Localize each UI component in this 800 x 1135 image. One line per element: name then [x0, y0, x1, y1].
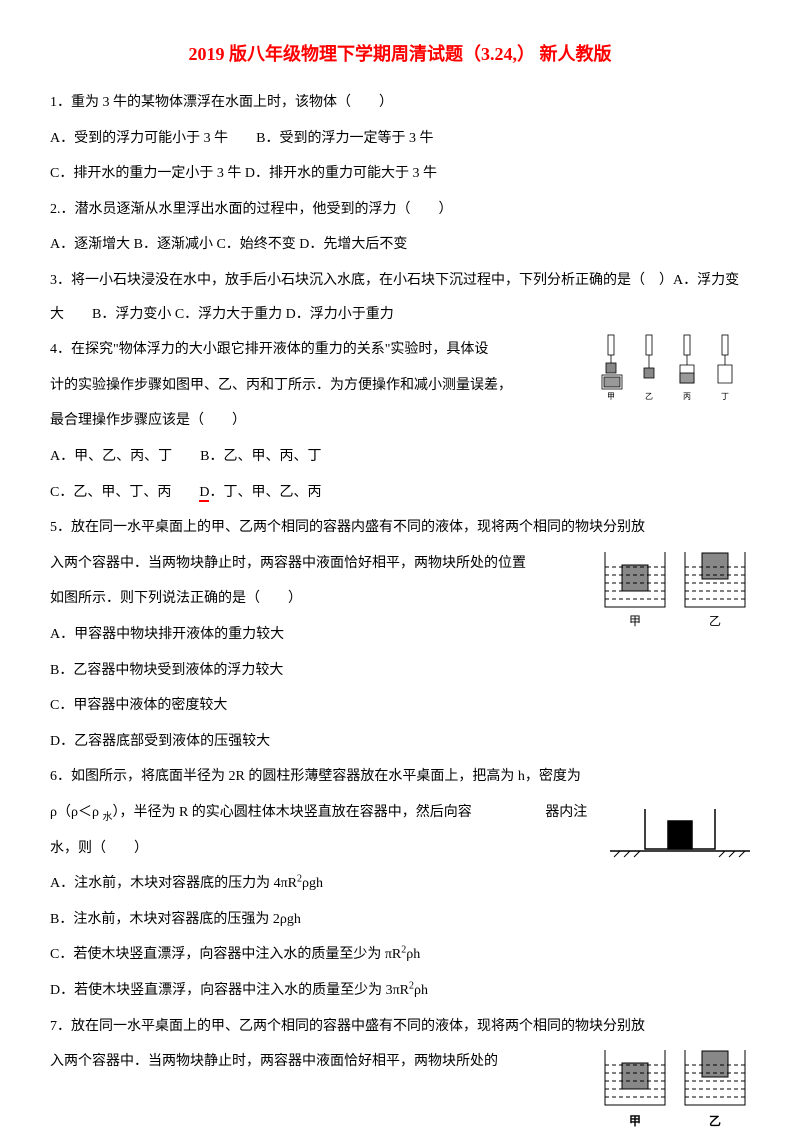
q5-optd: D．乙容器底部受到液体的压强较大 — [50, 725, 750, 759]
q6-figure — [610, 801, 750, 861]
q6-optc: C．若使木块竖直漂浮，向容器中注入水的质量至少为 πR2ρh — [50, 938, 750, 972]
svg-text:乙: 乙 — [709, 1114, 721, 1128]
q1-stem: 1．重为 3 牛的某物体漂浮在水面上时，该物体（ ） — [50, 86, 750, 120]
q7-figure: 甲 乙 — [600, 1045, 750, 1135]
q4-optc: C．乙、甲、丁、丙 — [50, 485, 199, 500]
q6-optd: D．若使木块竖直漂浮，向容器中注入水的质量至少为 3πR2ρh — [50, 974, 750, 1008]
q6-line1: 6．如图所示，将底面半径为 2R 的圆柱形薄壁容器放在水平桌面上，把高为 h，密… — [50, 760, 750, 794]
q4-optd-rest: ．丁、甲、乙、丙 — [209, 485, 321, 500]
q2-stem: 2.．潜水员逐渐从水里浮出水面的过程中，他受到的浮力（ ） — [50, 193, 750, 227]
svg-text:甲: 甲 — [629, 614, 641, 628]
svg-text:乙: 乙 — [645, 392, 653, 401]
svg-text:乙: 乙 — [709, 614, 721, 628]
svg-text:甲: 甲 — [629, 1114, 641, 1128]
q4-optd-letter: D — [199, 485, 209, 502]
q5-optb: B．乙容器中物块受到液体的浮力较大 — [50, 654, 750, 688]
page-title: 2019 版八年级物理下学期周清试题（3.24,） 新人教版 — [50, 40, 750, 66]
q5-optc: C．甲容器中液体的密度较大 — [50, 689, 750, 723]
q4-opt-cd: C．乙、甲、丁、丙 D．丁、甲、乙、丙 — [50, 476, 750, 510]
q4-line3: 最合理操作步骤应该是（ ） — [50, 404, 750, 438]
q7-line1: 7．放在同一水平桌面上的甲、乙两个相同的容器中盛有不同的液体，现将两个相同的物块… — [50, 1010, 750, 1044]
svg-text:甲: 甲 — [607, 392, 615, 401]
q6-opta: A．注水前，木块对容器底的压力为 4πR2ρgh — [50, 867, 750, 901]
q3-stem: 3．将一小石块浸没在水中，放手后小石块沉入水底，在小石块下沉过程中，下列分析正确… — [50, 264, 750, 331]
q6-optb: B．注水前，木块对容器底的压强为 2ρgh — [50, 903, 750, 937]
q1-opt-ab: A．受到的浮力可能小于 3 牛 B．受到的浮力一定等于 3 牛 — [50, 122, 750, 156]
q1-opt-cd: C．排开水的重力一定小于 3 牛 D．排开水的重力可能大于 3 牛 — [50, 157, 750, 191]
svg-text:丙: 丙 — [683, 392, 691, 401]
q4-opt-ab: A．甲、乙、丙、丁 B．乙、甲、丙、丁 — [50, 440, 750, 474]
q5-line1: 5．放在同一水平桌面上的甲、乙两个相同的容器内盛有不同的液体，现将两个相同的物块… — [50, 511, 750, 545]
q5-figure: 甲 乙 — [600, 547, 750, 637]
q4-figure: 甲 乙 丙 丁 — [600, 333, 750, 403]
q2-opts: A．逐渐增大 B．逐渐减小 C．始终不变 D．先增大后不变 — [50, 228, 750, 262]
svg-text:丁: 丁 — [721, 392, 729, 401]
